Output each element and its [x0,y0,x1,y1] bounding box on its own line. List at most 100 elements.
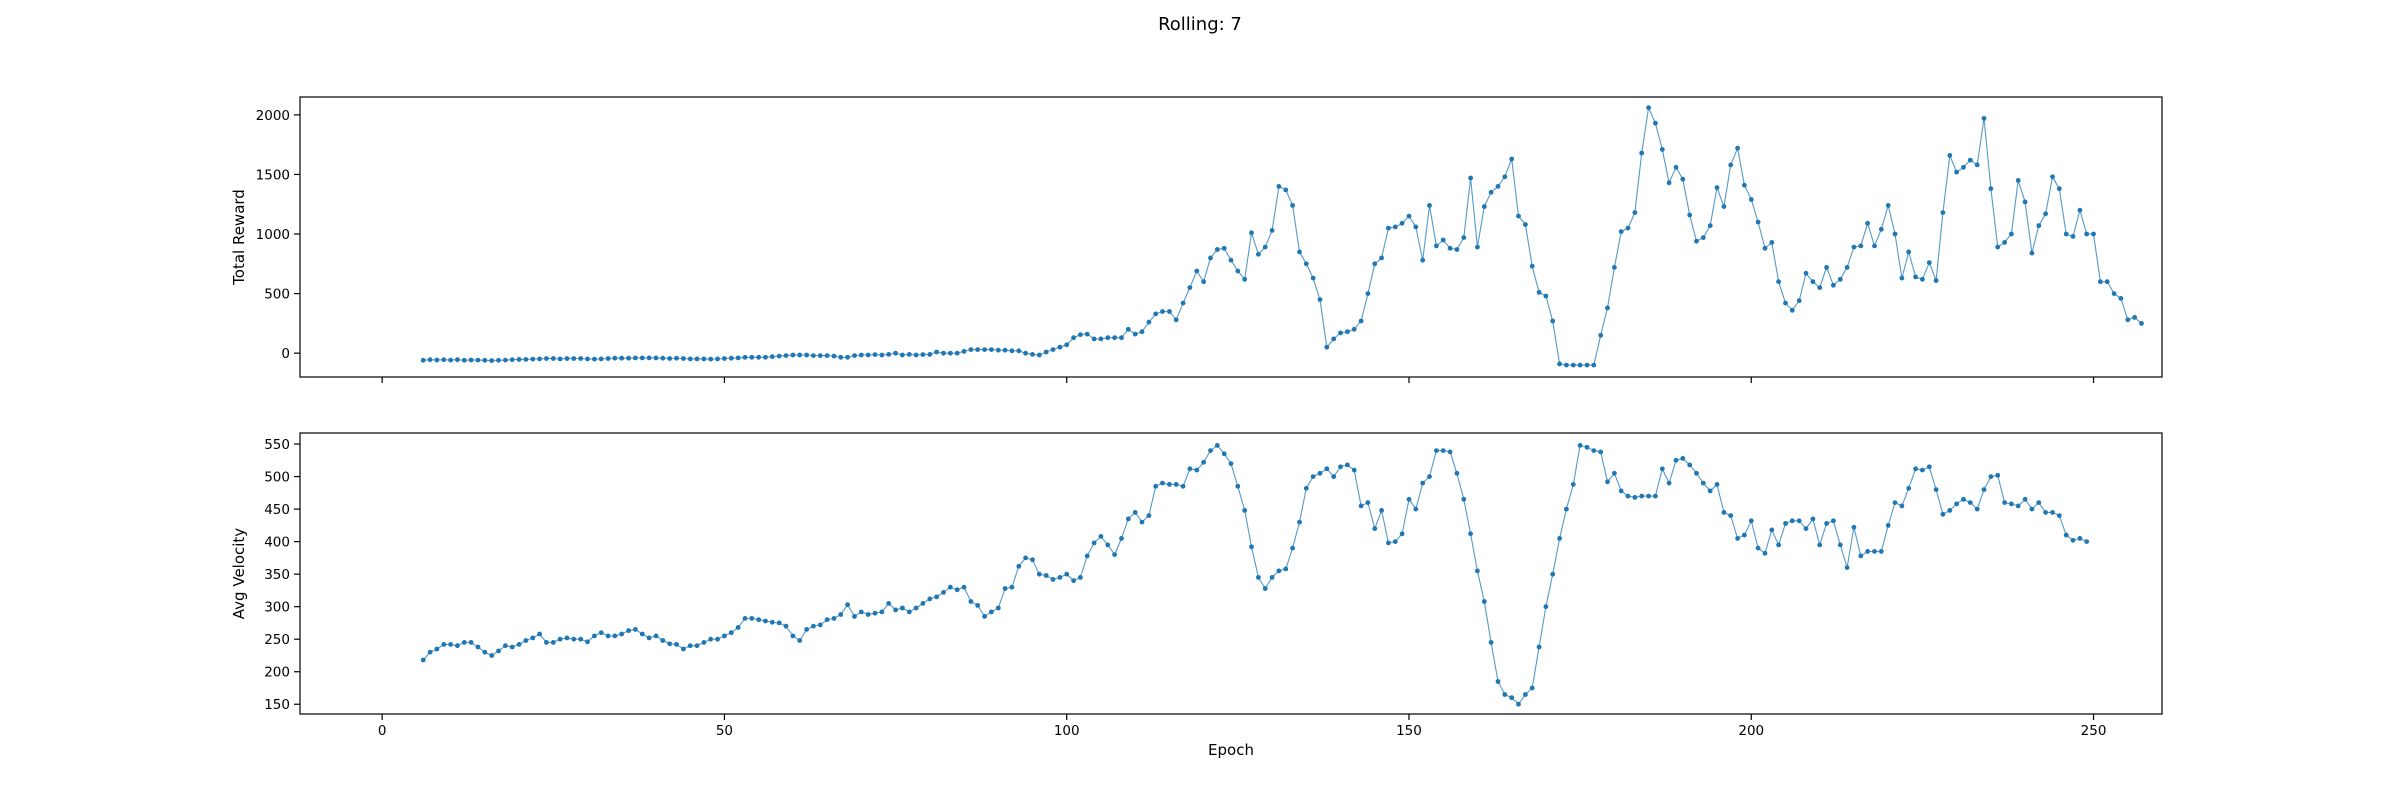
avg-velocity-data-point [544,640,549,645]
total-reward-data-point [790,352,796,358]
total-reward-data-point [1427,203,1432,208]
avg-velocity-data-point [516,642,522,647]
total-reward-data-point [1653,120,1658,126]
total-reward-data-point [817,353,823,358]
avg-velocity-data-point [1591,448,1597,453]
total-reward-data-point [1769,240,1775,245]
avg-velocity-data-point [701,640,707,645]
total-reward-data-point [1351,326,1357,332]
total-reward-data-point [1824,265,1829,270]
total-reward-data-point [1878,226,1884,232]
total-reward-data-point [1728,162,1734,168]
total-reward-data-point [1488,189,1494,195]
avg-velocity-data-point [1064,571,1070,577]
avg-velocity-data-point [1002,586,1008,591]
total-reward-data-point [1687,212,1693,218]
total-reward-data-point [989,347,994,352]
avg-velocity-data-point [1625,493,1631,499]
avg-velocity-y-tick-label: 300 [264,600,290,616]
total-reward-data-point [461,357,467,363]
total-reward-y-tick-label: 2000 [256,108,290,124]
total-reward-data-point [1673,164,1679,170]
avg-velocity-data-point [1961,496,1966,502]
avg-velocity-data-point [1906,485,1912,491]
total-reward-data-point [1392,224,1398,230]
total-reward-data-point [420,357,426,363]
total-reward-data-point [1276,184,1282,189]
avg-velocity-data-point [2056,513,2062,518]
avg-velocity-data-point [1262,586,1268,591]
avg-velocity-y-tick-label: 200 [264,665,290,681]
total-reward-data-point [913,352,919,358]
avg-velocity-data-point [1269,575,1275,580]
avg-velocity-data-point [804,627,809,632]
total-reward-data-point [1523,222,1528,227]
avg-velocity-y-tick-label: 550 [264,437,290,453]
total-reward-y-tick-label: 500 [264,287,290,303]
total-reward-data-point [612,355,618,361]
total-reward-data-point [1297,249,1302,255]
total-reward-data-point [2015,178,2021,183]
avg-velocity-data-point [845,602,850,608]
total-reward-data-point [1372,261,1378,267]
avg-velocity-data-point [961,584,967,590]
total-reward-data-point [1564,362,1569,368]
total-reward-data-point [1755,219,1761,225]
avg-velocity-data-point [2050,510,2055,515]
total-reward-data-point [1789,307,1795,313]
total-reward-data-point [2091,231,2096,237]
avg-velocity-data-point [1468,531,1473,537]
avg-velocity-data-point [626,628,631,634]
total-reward-data-point [927,352,933,357]
avg-velocity-data-point [660,638,666,643]
total-reward-data-point [1810,279,1816,285]
avg-velocity-data-point [646,635,652,641]
avg-velocity-data-point [776,620,782,626]
avg-velocity-y-tick-label: 150 [264,697,290,713]
total-reward-data-point [578,356,584,361]
avg-velocity-data-point [1981,487,1987,492]
avg-velocity-data-point [1529,685,1535,691]
avg-velocity-data-point [934,594,939,600]
total-reward-data-point [1132,331,1138,337]
avg-velocity-data-point [509,644,515,650]
total-reward-data-point [975,347,981,352]
total-reward-data-point [1762,245,1768,251]
avg-velocity-data-point [1940,511,1946,517]
avg-velocity-data-point [1762,550,1768,556]
total-reward-data-point [1440,237,1446,243]
avg-velocity-data-point [578,636,584,642]
avg-velocity-data-point [1646,493,1651,499]
total-reward-data-point [1543,293,1549,299]
avg-velocity-data-point [1105,542,1111,548]
avg-velocity-data-point [865,612,871,617]
avg-velocity-data-point [783,623,789,629]
total-reward-data-point [1618,229,1624,235]
x-tick-label: 150 [1396,723,1422,739]
total-reward-y-tick-label: 0 [281,346,290,362]
total-reward-data-point [1632,210,1638,216]
avg-velocity-y-tick-label: 450 [264,502,290,518]
total-reward-data-point [961,349,967,354]
figure-title: Rolling: 7 [1158,14,1242,35]
total-reward-data-point [598,356,604,362]
total-reward-data-point [893,350,898,356]
total-reward-data-point [1481,204,1487,210]
total-reward-plot-frame [299,96,2163,378]
total-reward-data-point [1379,255,1384,261]
total-reward-data-point [1967,157,1973,163]
avg-velocity-data-point [1817,542,1823,548]
total-reward-data-point [920,352,926,357]
total-reward-data-point [1358,318,1364,324]
total-reward-data-point [1413,224,1419,230]
total-reward-data-point [995,347,1001,353]
avg-velocity-data-point [1440,448,1446,453]
avg-velocity-data-point [1235,483,1241,489]
avg-velocity-data-point [1194,467,1200,473]
avg-velocity-data-point [1789,518,1795,524]
avg-velocity-data-point [886,601,892,606]
total-reward-data-point [1167,309,1172,314]
avg-velocity-data-point [448,642,453,647]
avg-velocity-data-point [1283,566,1289,572]
total-reward-data-point [523,357,529,362]
